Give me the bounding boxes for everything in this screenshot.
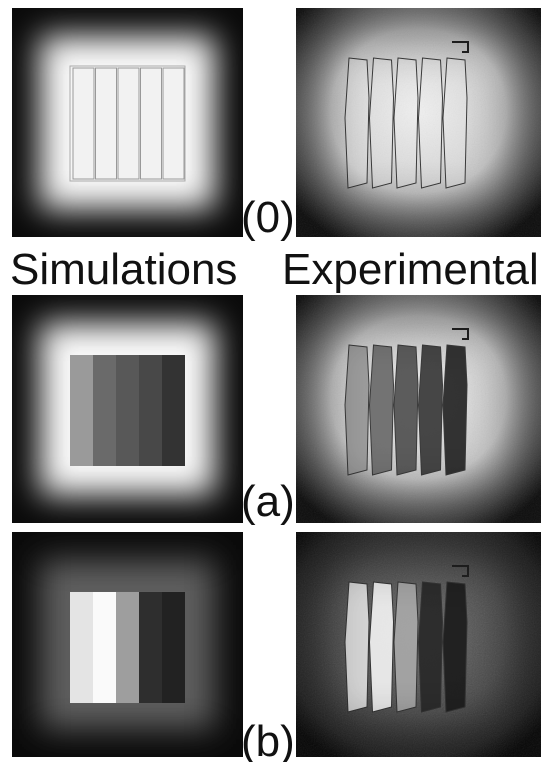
experimental-panel — [296, 532, 541, 757]
stripe — [139, 592, 162, 703]
panel-label: (b) — [241, 717, 295, 762]
stripe — [443, 345, 467, 475]
stripe — [345, 582, 369, 712]
stripe — [162, 592, 185, 703]
stripe — [345, 58, 369, 188]
stripe — [93, 592, 116, 703]
panel-label: (0) — [241, 193, 295, 242]
stripe — [70, 355, 93, 466]
panel-label: (a) — [241, 477, 295, 526]
stripe — [443, 582, 467, 712]
stripe — [443, 58, 467, 188]
stripe — [419, 58, 443, 188]
stripe — [163, 68, 184, 179]
stripe — [394, 58, 418, 188]
experimental-panel — [296, 8, 541, 237]
stripe — [394, 582, 418, 712]
stripe — [370, 345, 394, 475]
column-title: Simulations — [10, 245, 237, 294]
stripe — [118, 68, 139, 179]
simulation-panel — [12, 532, 243, 757]
stripe — [73, 68, 94, 179]
stripe — [419, 345, 443, 475]
stripe — [141, 68, 162, 179]
simulation-panel — [12, 8, 243, 237]
experimental-panel — [296, 295, 541, 523]
figure: Simulations Experimental(0) (a) (b) — [0, 0, 546, 762]
stripe — [370, 58, 394, 188]
column-title: Experimental — [282, 245, 539, 294]
stripe — [70, 592, 93, 703]
simulation-panel — [12, 295, 243, 523]
stripe — [345, 345, 369, 475]
stripe — [116, 592, 139, 703]
stripe — [394, 345, 418, 475]
stripe — [116, 355, 139, 466]
stripe — [93, 355, 116, 466]
stripe — [96, 68, 117, 179]
stripe — [139, 355, 162, 466]
stripe — [162, 355, 185, 466]
stripe — [370, 582, 394, 712]
stripe — [419, 582, 443, 712]
